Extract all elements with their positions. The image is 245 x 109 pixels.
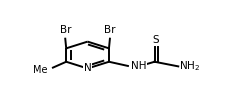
Text: Me: Me (33, 65, 47, 75)
Text: S: S (153, 35, 159, 45)
Text: NH: NH (131, 61, 146, 71)
Text: Br: Br (60, 25, 71, 35)
Text: N: N (84, 63, 91, 73)
Text: NH$_2$: NH$_2$ (179, 60, 200, 73)
Text: Br: Br (104, 25, 116, 35)
